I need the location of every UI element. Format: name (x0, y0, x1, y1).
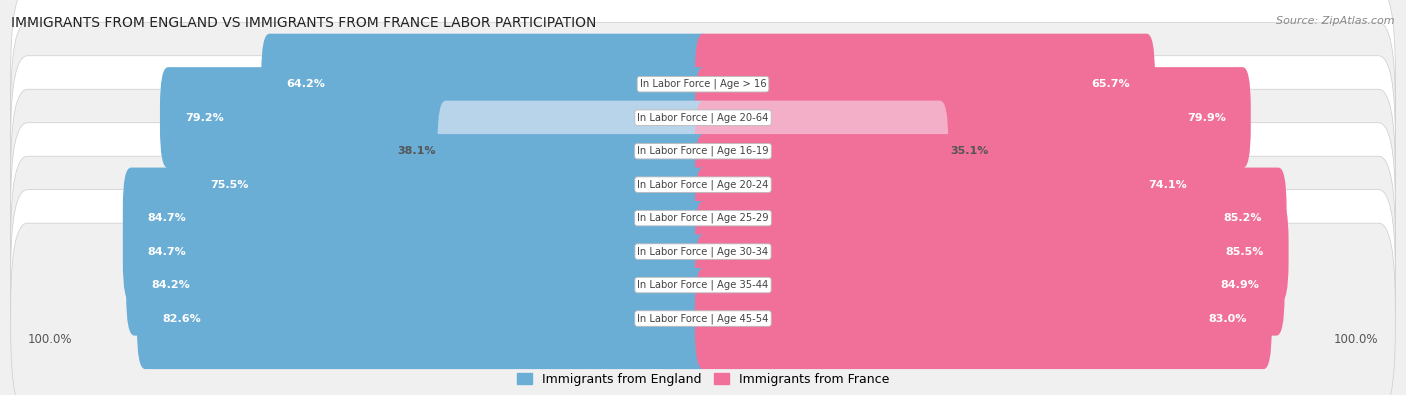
Text: 38.1%: 38.1% (396, 146, 436, 156)
FancyBboxPatch shape (11, 156, 1395, 347)
Legend: Immigrants from England, Immigrants from France: Immigrants from England, Immigrants from… (512, 368, 894, 391)
Text: 64.2%: 64.2% (287, 79, 325, 89)
FancyBboxPatch shape (437, 101, 711, 202)
Text: In Labor Force | Age 20-64: In Labor Force | Age 20-64 (637, 113, 769, 123)
Text: In Labor Force | Age 30-34: In Labor Force | Age 30-34 (637, 246, 769, 257)
Text: In Labor Force | Age 35-44: In Labor Force | Age 35-44 (637, 280, 769, 290)
Text: 65.7%: 65.7% (1091, 79, 1130, 89)
Text: 85.2%: 85.2% (1223, 213, 1261, 223)
FancyBboxPatch shape (11, 89, 1395, 280)
FancyBboxPatch shape (11, 223, 1395, 395)
Text: 82.6%: 82.6% (162, 314, 201, 324)
FancyBboxPatch shape (11, 22, 1395, 213)
Text: 75.5%: 75.5% (209, 180, 249, 190)
Text: 84.7%: 84.7% (148, 213, 187, 223)
FancyBboxPatch shape (695, 101, 948, 202)
FancyBboxPatch shape (122, 167, 711, 269)
Text: 84.9%: 84.9% (1220, 280, 1260, 290)
FancyBboxPatch shape (160, 67, 711, 168)
Text: 74.1%: 74.1% (1147, 180, 1187, 190)
FancyBboxPatch shape (695, 134, 1212, 235)
FancyBboxPatch shape (695, 235, 1285, 336)
FancyBboxPatch shape (695, 67, 1251, 168)
Text: In Labor Force | Age 16-19: In Labor Force | Age 16-19 (637, 146, 769, 156)
FancyBboxPatch shape (262, 34, 711, 135)
FancyBboxPatch shape (186, 134, 711, 235)
FancyBboxPatch shape (11, 0, 1395, 180)
FancyBboxPatch shape (122, 201, 711, 302)
FancyBboxPatch shape (695, 201, 1288, 302)
FancyBboxPatch shape (11, 123, 1395, 314)
Text: In Labor Force | Age > 16: In Labor Force | Age > 16 (640, 79, 766, 90)
Text: In Labor Force | Age 20-24: In Labor Force | Age 20-24 (637, 179, 769, 190)
Text: 84.2%: 84.2% (152, 280, 190, 290)
Text: In Labor Force | Age 45-54: In Labor Force | Age 45-54 (637, 313, 769, 324)
Text: 79.2%: 79.2% (186, 113, 224, 123)
FancyBboxPatch shape (11, 56, 1395, 246)
FancyBboxPatch shape (695, 268, 1271, 369)
Text: 35.1%: 35.1% (950, 146, 988, 156)
Text: In Labor Force | Age 25-29: In Labor Force | Age 25-29 (637, 213, 769, 223)
Text: IMMIGRANTS FROM ENGLAND VS IMMIGRANTS FROM FRANCE LABOR PARTICIPATION: IMMIGRANTS FROM ENGLAND VS IMMIGRANTS FR… (11, 16, 596, 30)
FancyBboxPatch shape (695, 34, 1154, 135)
Text: 100.0%: 100.0% (28, 333, 72, 346)
Text: 84.7%: 84.7% (148, 246, 187, 257)
Text: 100.0%: 100.0% (1334, 333, 1378, 346)
FancyBboxPatch shape (695, 167, 1286, 269)
FancyBboxPatch shape (127, 235, 711, 336)
Text: 85.5%: 85.5% (1225, 246, 1264, 257)
FancyBboxPatch shape (11, 190, 1395, 380)
Text: 83.0%: 83.0% (1208, 314, 1247, 324)
Text: 79.9%: 79.9% (1187, 113, 1226, 123)
FancyBboxPatch shape (136, 268, 711, 369)
Text: Source: ZipAtlas.com: Source: ZipAtlas.com (1277, 16, 1395, 26)
